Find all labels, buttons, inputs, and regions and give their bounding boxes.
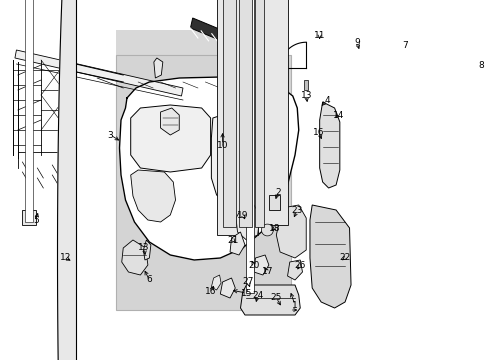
Polygon shape <box>220 278 235 298</box>
Polygon shape <box>143 240 151 260</box>
Text: 2: 2 <box>274 188 280 197</box>
Text: 10: 10 <box>216 140 228 149</box>
Polygon shape <box>22 210 36 225</box>
Polygon shape <box>130 105 210 172</box>
Polygon shape <box>304 80 308 90</box>
Text: 16: 16 <box>204 288 216 297</box>
Text: 16: 16 <box>312 127 324 136</box>
Polygon shape <box>190 18 264 58</box>
Bar <box>239 0 252 227</box>
Text: 12: 12 <box>60 253 71 262</box>
Circle shape <box>261 224 273 236</box>
Bar <box>255 0 264 227</box>
Polygon shape <box>319 102 339 188</box>
Text: 19: 19 <box>237 211 248 220</box>
Polygon shape <box>240 285 300 315</box>
Polygon shape <box>253 255 268 275</box>
Text: 13: 13 <box>138 243 150 252</box>
Polygon shape <box>119 77 298 260</box>
Polygon shape <box>15 50 183 96</box>
Polygon shape <box>287 260 302 280</box>
Bar <box>261 0 287 225</box>
Text: 15: 15 <box>240 288 252 297</box>
Text: 18: 18 <box>268 224 280 233</box>
Polygon shape <box>309 205 350 308</box>
Bar <box>25 0 33 222</box>
Text: 26: 26 <box>294 261 305 270</box>
Text: 7: 7 <box>402 41 407 50</box>
Polygon shape <box>260 38 276 72</box>
Text: 22: 22 <box>339 253 350 262</box>
Text: 4: 4 <box>324 95 329 104</box>
Polygon shape <box>268 195 280 210</box>
Polygon shape <box>211 275 221 290</box>
Text: 25: 25 <box>270 293 282 302</box>
Text: 1: 1 <box>291 301 297 310</box>
Text: 3: 3 <box>107 131 113 140</box>
Polygon shape <box>154 58 163 78</box>
Text: 13: 13 <box>300 90 311 99</box>
Polygon shape <box>160 108 179 135</box>
Bar <box>216 0 257 235</box>
Polygon shape <box>236 205 260 240</box>
Text: 11: 11 <box>313 31 325 40</box>
Text: 21: 21 <box>227 235 238 244</box>
Bar <box>222 0 236 227</box>
Polygon shape <box>130 170 175 222</box>
Bar <box>246 0 253 293</box>
Polygon shape <box>229 232 244 255</box>
Text: 23: 23 <box>291 206 303 215</box>
Bar <box>116 55 291 310</box>
Text: 14: 14 <box>332 111 344 120</box>
Polygon shape <box>58 0 76 360</box>
Polygon shape <box>211 112 264 205</box>
Polygon shape <box>276 205 305 258</box>
Text: 17: 17 <box>261 267 273 276</box>
Text: 24: 24 <box>251 291 263 300</box>
Text: 20: 20 <box>248 261 259 270</box>
Text: 9: 9 <box>353 37 359 46</box>
Text: 8: 8 <box>478 60 484 69</box>
Text: 27: 27 <box>242 278 253 287</box>
Polygon shape <box>122 240 147 275</box>
Text: 6: 6 <box>146 275 152 284</box>
Text: 5: 5 <box>33 216 39 225</box>
Bar <box>116 30 283 310</box>
